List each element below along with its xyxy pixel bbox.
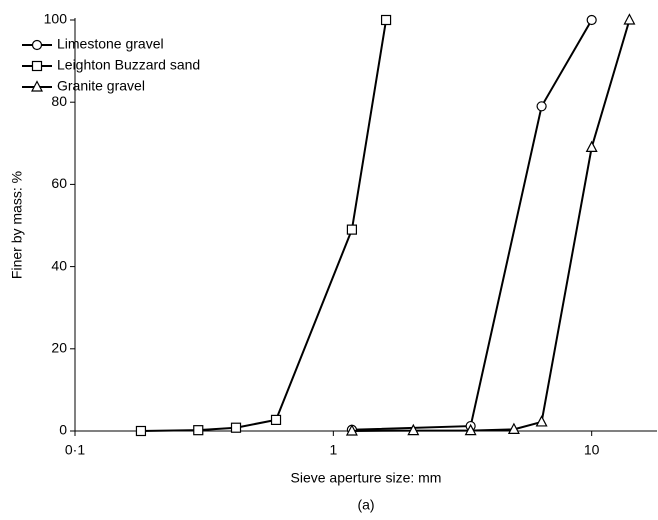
series-line [351, 19, 631, 432]
caption: (a) [357, 497, 374, 513]
y-tick-label: 0 [59, 422, 67, 438]
data-point [464, 423, 477, 436]
data-point [535, 415, 548, 427]
legend-marker [31, 39, 43, 51]
data-point [135, 425, 147, 437]
y-tick-label: 80 [51, 93, 67, 109]
x-tick-label: 10 [584, 442, 600, 458]
y-tick-label: 40 [51, 257, 67, 273]
y-axis-title: Finer by mass: % [9, 171, 25, 279]
legend-marker [31, 80, 43, 92]
y-tick-label: 20 [51, 340, 67, 356]
data-point [345, 424, 358, 436]
data-point [270, 414, 282, 426]
data-point [193, 425, 204, 436]
series-line [140, 19, 388, 432]
data-point [586, 14, 597, 26]
data-point [230, 422, 242, 433]
x-axis-title: Sieve aperture size: mm [291, 470, 442, 486]
x-tick-label: 1 [329, 442, 337, 458]
y-tick-label: 60 [51, 175, 67, 191]
data-point [585, 140, 598, 153]
data-point [536, 101, 547, 112]
data-point [346, 224, 358, 235]
data-point [380, 14, 392, 26]
legend-label: Limestone gravel [57, 36, 164, 52]
data-point [507, 422, 520, 434]
data-point [623, 13, 636, 25]
data-point [407, 423, 420, 436]
x-tick-label: 0·1 [65, 442, 85, 458]
legend-marker [31, 60, 43, 72]
legend-label: Leighton Buzzard sand [57, 57, 200, 73]
series-line [351, 19, 593, 431]
y-tick-label: 100 [44, 11, 68, 27]
legend-label: Granite gravel [57, 78, 145, 94]
